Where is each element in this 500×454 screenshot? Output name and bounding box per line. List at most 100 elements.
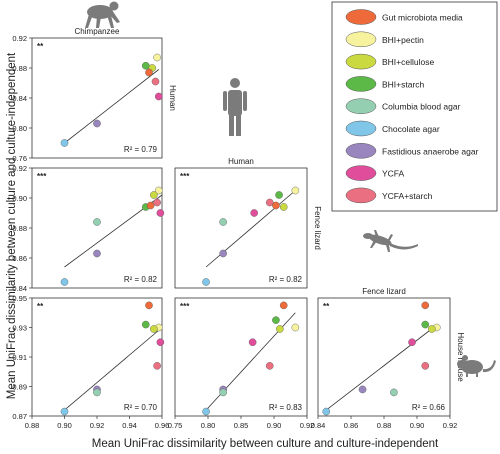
data-point <box>150 191 158 199</box>
legend-item: YCFA <box>345 165 405 181</box>
legend-label: YCFA <box>382 169 405 179</box>
data-point <box>153 198 161 207</box>
data-point <box>141 320 150 329</box>
scatter-panel: 0.87 0.89 0.91 0.93 0.95 0.88 0.90 0.92 0.94 0.96… <box>12 294 169 430</box>
significance-label: *** <box>180 172 190 181</box>
legend-label: Fastidious anaerobe agar <box>382 146 479 156</box>
legend-label: YCFA+starch <box>382 191 433 201</box>
legend-swatch <box>345 76 377 92</box>
scatter-panel: Chimpanzee Human 0.76 0.80 0.84 0.88 0.92 ** R² … <box>12 27 177 163</box>
x-tick-label: 0.88 <box>377 421 392 430</box>
legend-item: YCFA+starch <box>345 187 433 204</box>
significance-label: ** <box>37 302 44 311</box>
legend-label: BHI+cellulose <box>382 57 434 67</box>
human-icon <box>223 78 247 136</box>
r-squared-label: R² = 0.79 <box>124 145 158 154</box>
data-point <box>291 323 300 332</box>
x-tick-label: 0.90 <box>57 421 72 430</box>
scatter-panels: Chimpanzee Human 0.76 0.80 0.84 0.88 0.92 ** R² … <box>12 27 465 430</box>
figure-xlabel: Mean UniFrac dissimilarity between cultu… <box>92 438 439 450</box>
data-point <box>154 186 163 195</box>
data-point <box>250 209 258 217</box>
significance-label: *** <box>180 302 190 311</box>
x-tick-label: 0.85 <box>234 421 249 430</box>
data-point <box>141 61 150 70</box>
regression-line <box>64 327 163 411</box>
data-point <box>60 139 69 147</box>
x-tick-label: 0.94 <box>122 421 137 430</box>
data-point <box>153 362 161 370</box>
data-point <box>248 338 257 347</box>
scatter-panel: Fence lizard House mouse 0.84 0.86 0.88 0.90 0… <box>311 287 465 430</box>
y-tick-label: 0.88 <box>12 224 27 233</box>
data-point <box>279 301 288 310</box>
x-tick-label: 0.92 <box>443 421 458 430</box>
x-tick-label: 0.80 <box>201 421 216 430</box>
legend-label: Columbia blood agar <box>382 102 461 112</box>
panel-frame <box>174 297 308 417</box>
legend-item: BHI+pectin <box>345 31 424 48</box>
data-point <box>275 191 283 199</box>
data-point <box>322 407 331 416</box>
legend-item: BHI+starch <box>345 76 425 92</box>
r-squared-label: R² = 0.82 <box>269 275 303 284</box>
x-tick-label: 0.96 <box>155 421 170 430</box>
data-point <box>156 209 165 217</box>
legend-item: Columbia blood agar <box>345 98 461 114</box>
legend-swatch <box>345 53 377 70</box>
scatter-panel: Human Fence lizard *** R² = 0.82 <box>174 157 322 289</box>
y-tick-label: 0.90 <box>12 194 27 203</box>
legend-item: Fastidious anaerobe agar <box>345 143 479 159</box>
fence-lizard-icon <box>363 230 418 252</box>
y-tick-label: 0.84 <box>12 284 27 293</box>
house-mouse-icon <box>457 355 496 377</box>
data-point <box>421 362 430 370</box>
y-tick-label: 0.89 <box>12 382 27 391</box>
panel-side-label: House mouse <box>456 332 465 382</box>
data-point <box>408 338 416 347</box>
significance-label: ** <box>323 302 330 311</box>
r-squared-label: R² = 0.83 <box>269 403 303 412</box>
legend-swatch <box>345 143 377 159</box>
legend-item: BHI+cellulose <box>345 53 434 70</box>
data-point <box>276 325 284 333</box>
data-point <box>145 68 153 77</box>
y-tick-label: 0.76 <box>12 154 27 163</box>
data-point <box>272 201 280 210</box>
y-tick-label: 0.92 <box>12 34 27 43</box>
data-point <box>272 316 280 324</box>
data-point <box>60 278 69 286</box>
panel-side-label: Human <box>168 85 177 111</box>
panel-title: Human <box>228 157 254 166</box>
r-squared-label: R² = 0.82 <box>124 275 158 284</box>
x-tick-label: 0.90 <box>267 421 282 430</box>
panel-frame <box>31 167 163 289</box>
r-squared-label: R² = 0.70 <box>124 403 158 412</box>
data-point <box>202 407 210 416</box>
panel-side-label: Fence lizard <box>313 206 322 250</box>
data-point <box>93 218 101 226</box>
data-point <box>154 92 163 101</box>
x-tick-label: 0.86 <box>344 421 359 430</box>
data-point <box>145 301 153 310</box>
legend-swatch <box>345 165 377 181</box>
y-tick-label: 0.87 <box>12 412 27 421</box>
data-point <box>150 325 158 333</box>
scatter-panel: 0.84 0.86 0.88 0.90 0.92 *** R² = 0.82 <box>12 164 165 293</box>
legend-swatch <box>345 120 377 137</box>
data-point <box>421 320 430 329</box>
x-tick-label: 0.92 <box>300 421 315 430</box>
x-tick-label: 0.84 <box>311 421 326 430</box>
y-tick-label: 0.95 <box>12 294 27 303</box>
x-tick-label: 0.88 <box>25 421 40 430</box>
legend-label: BHI+pectin <box>382 35 424 45</box>
y-tick-label: 0.93 <box>12 323 27 332</box>
data-point <box>93 249 101 258</box>
significance-label: ** <box>37 42 44 51</box>
y-tick-label: 0.88 <box>12 64 27 73</box>
data-point <box>156 338 165 347</box>
legend-swatch <box>345 187 377 204</box>
panel-title: Chimpanzee <box>75 27 120 36</box>
data-point <box>146 201 155 210</box>
data-point <box>60 407 69 416</box>
